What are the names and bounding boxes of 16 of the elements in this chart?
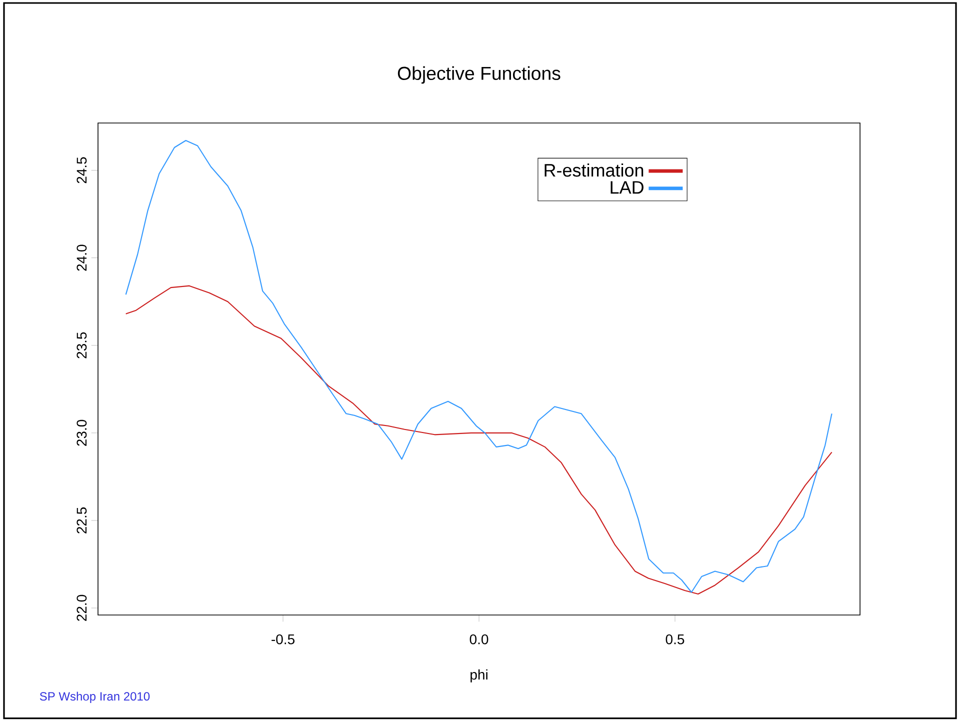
legend-label: LAD	[610, 181, 644, 194]
legend-label: R-estimation	[544, 164, 644, 177]
y-tick-label: 23.5	[76, 332, 87, 358]
line-series	[125, 140, 832, 593]
line-series	[125, 285, 832, 595]
y-tick-label: 22.5	[76, 507, 87, 534]
x-tick-label: 0.0	[470, 634, 488, 644]
y-tick-label: 24.5	[76, 157, 87, 184]
x-axis-title: phi	[470, 669, 488, 682]
chart-title: Objective Functions	[398, 66, 560, 84]
x-tick-label: -0.5	[272, 634, 294, 644]
x-tick-label: 0.5	[666, 634, 684, 644]
y-tick-label: 22.0	[76, 594, 87, 621]
text: SP Wshop Iran 2010	[40, 692, 150, 703]
y-tick-label: 23.0	[76, 420, 87, 446]
y-tick-label: 24.0	[76, 244, 87, 271]
